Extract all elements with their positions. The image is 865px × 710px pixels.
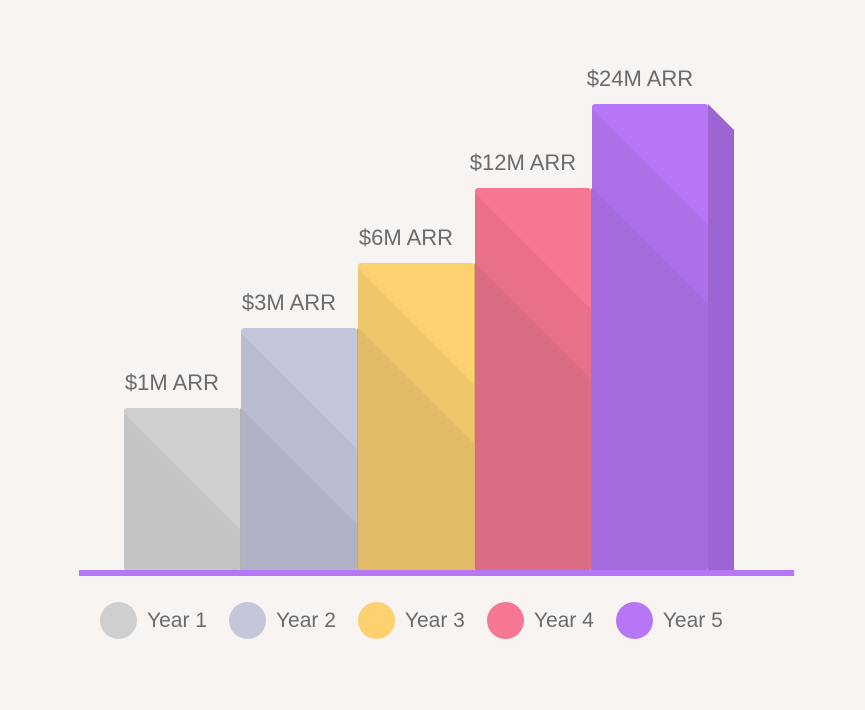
legend-item-year-1: Year 1 (100, 602, 207, 639)
legend-item-year-3: Year 3 (357, 602, 465, 639)
bar-face-shade (475, 193, 591, 571)
bar-value-label: $3M ARR (242, 290, 336, 315)
bar-front-face (592, 104, 708, 571)
legend-label: Year 5 (662, 608, 723, 632)
legend-swatch-icon (357, 602, 395, 639)
bar-value-label: $6M ARR (359, 225, 453, 250)
bar-front-face (124, 408, 240, 571)
legend-label: Year 2 (275, 608, 336, 632)
bar-value-label: $24M ARR (587, 66, 693, 91)
bar-value-label: $12M ARR (470, 150, 576, 175)
bar-face-shade (358, 268, 474, 571)
bar-value-label: $1M ARR (125, 370, 219, 395)
legend-swatch-icon (228, 602, 266, 639)
bar-shadow (358, 328, 474, 571)
bar-5 (592, 104, 734, 571)
legend-swatch-icon (486, 602, 524, 639)
legend-item-year-2: Year 2 (228, 602, 336, 639)
bar-side-face (708, 104, 734, 571)
bar-face-shade (124, 413, 240, 571)
bar-shadow (475, 263, 591, 571)
legend-swatch-icon (100, 602, 137, 639)
bar-front-face (358, 263, 474, 571)
legend-label: Year 1 (147, 608, 207, 632)
legend-item-year-5: Year 5 (615, 602, 723, 639)
bar-front-face (241, 328, 357, 571)
bar-shadow (241, 408, 357, 571)
bar-face-shade (592, 109, 708, 571)
legend-swatch-icon (615, 602, 653, 639)
legend-label: Year 4 (533, 608, 594, 632)
legend-item-year-4: Year 4 (486, 602, 594, 639)
bar-front-face (475, 188, 591, 571)
chart-baseline (79, 570, 794, 576)
legend-label: Year 3 (404, 608, 465, 632)
legend: Year 1 Year 2 Year 3 Year 4 Year 5 (100, 602, 745, 639)
bar-face-shade (241, 333, 357, 571)
bar-shadow (592, 188, 708, 571)
